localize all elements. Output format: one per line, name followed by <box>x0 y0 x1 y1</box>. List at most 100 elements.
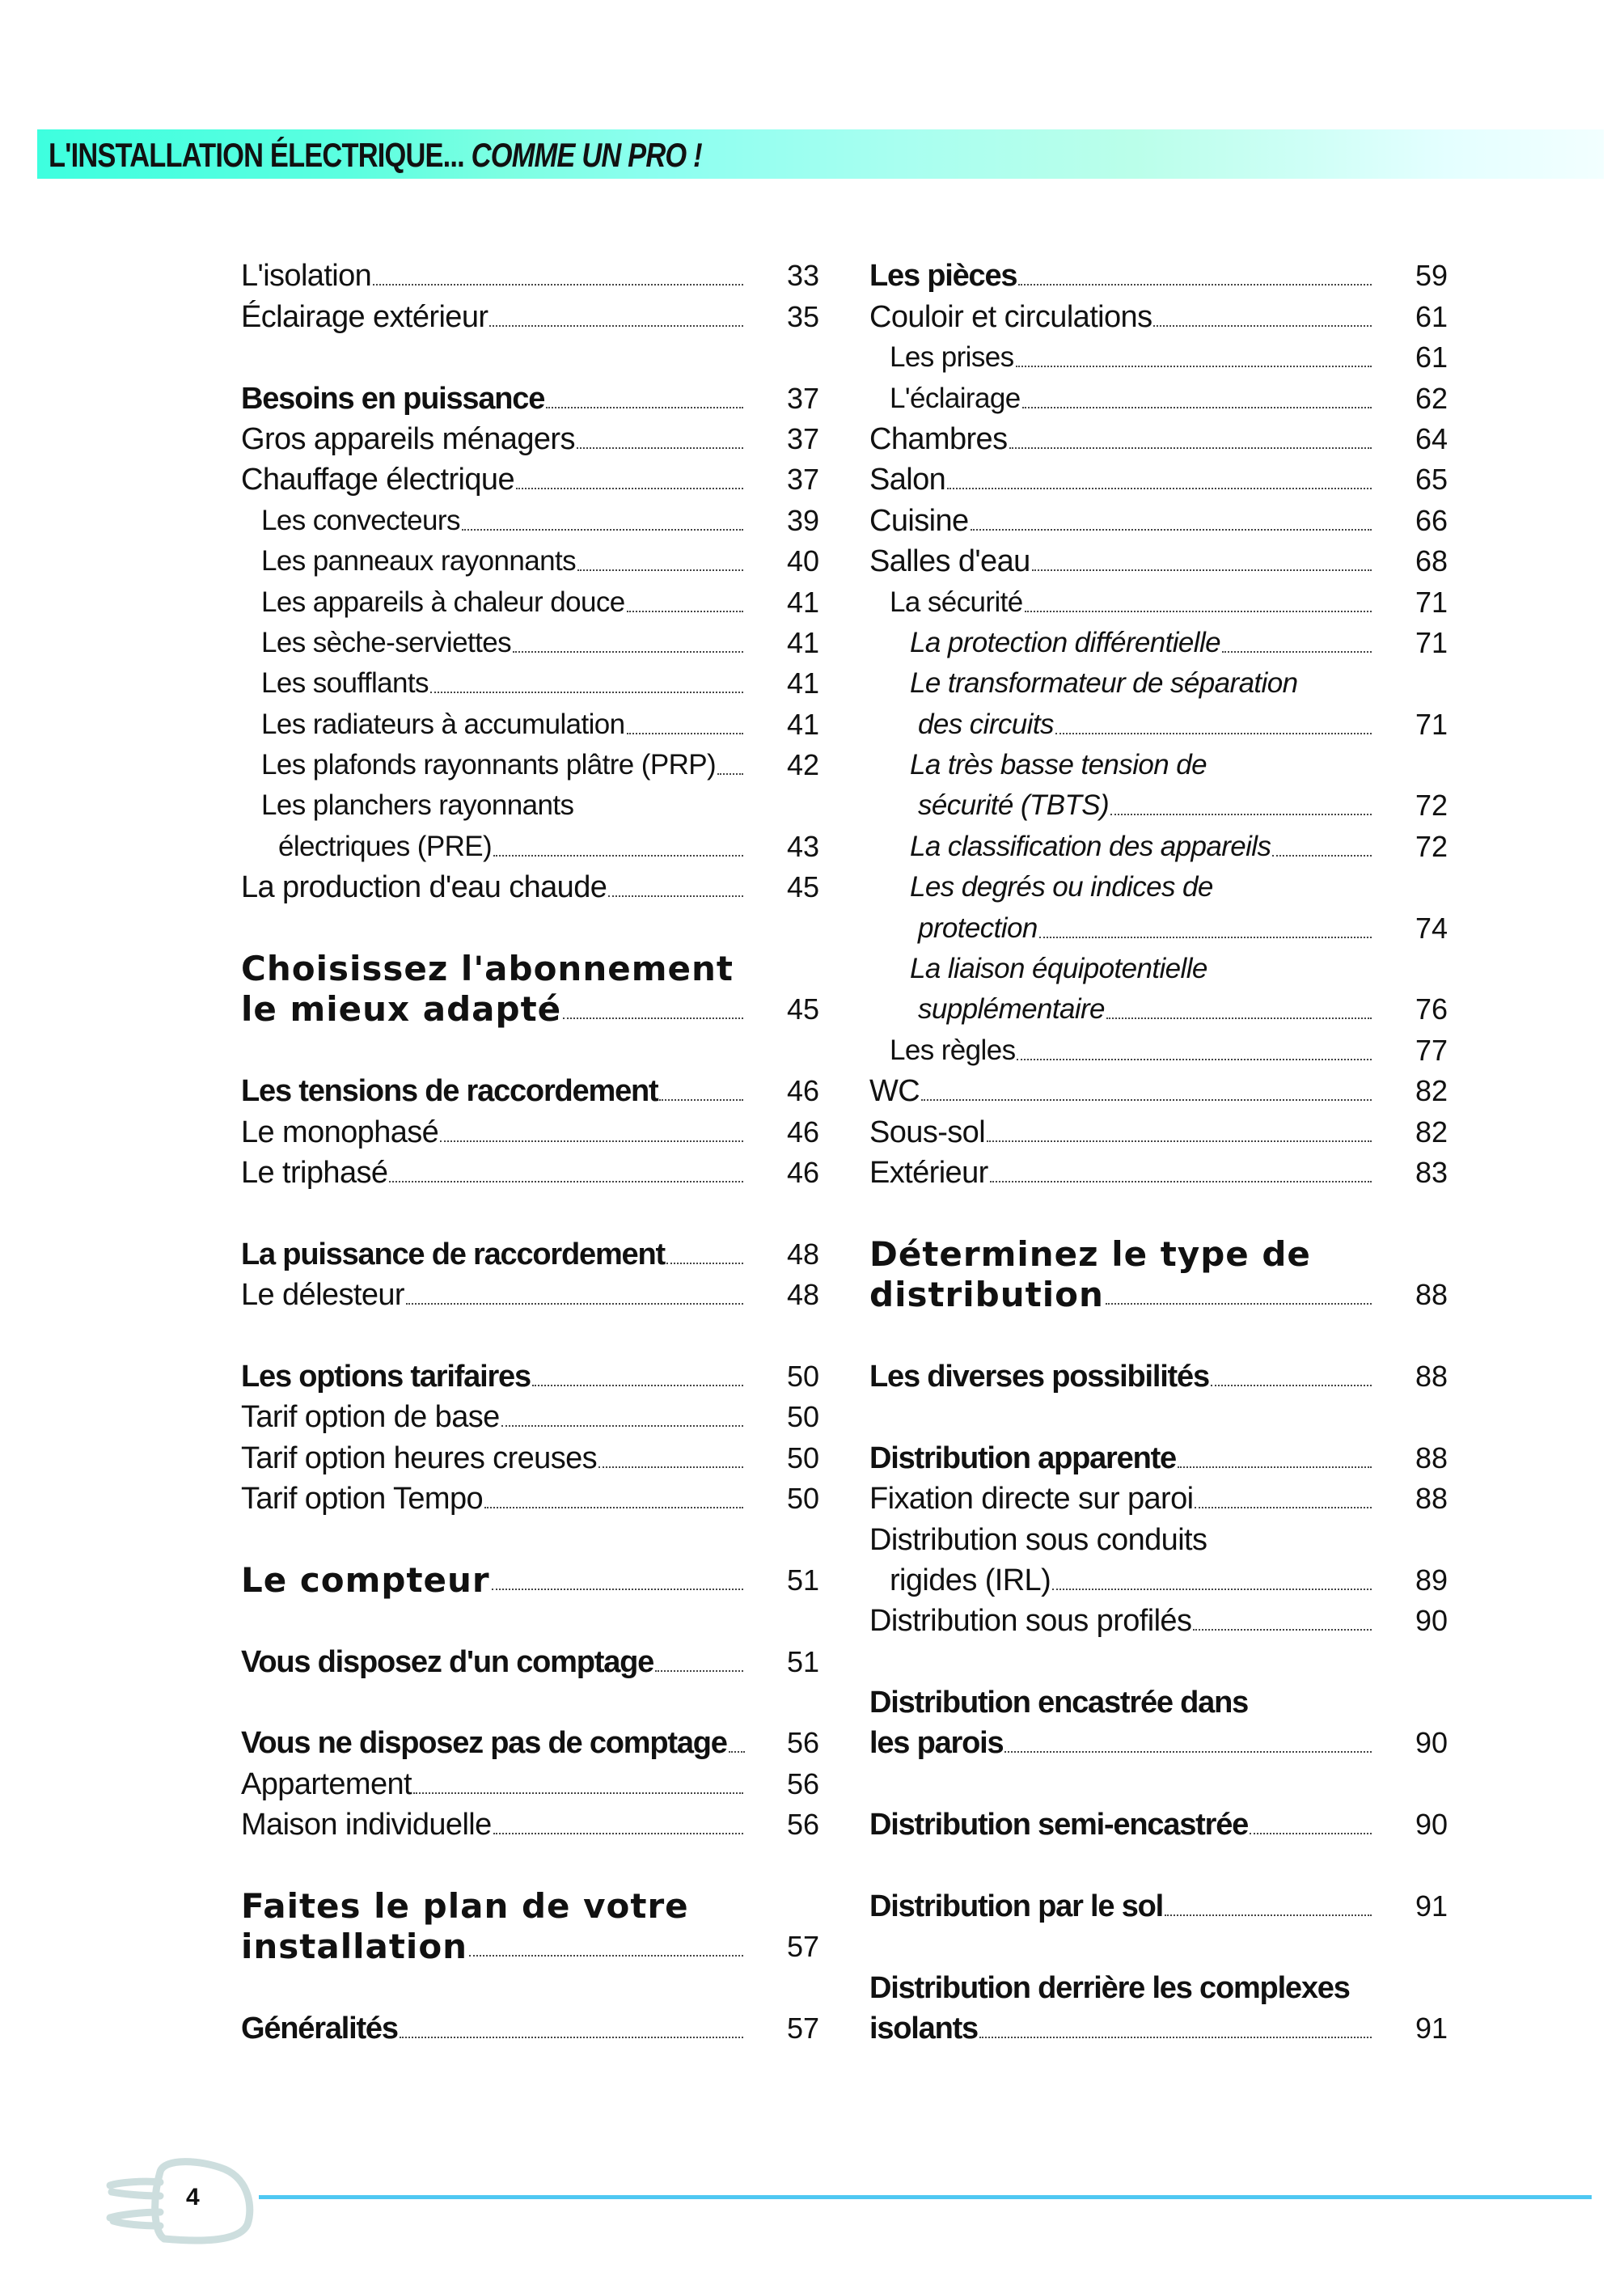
toc-entry-line: Les règles 77 <box>869 1029 1448 1069</box>
toc-entry[interactable]: La classification des appareils 72 <box>869 825 1448 865</box>
toc-entry[interactable]: Les soufflants 41 <box>241 662 819 703</box>
toc-entry[interactable]: Sous-sol 82 <box>869 1111 1448 1151</box>
toc-entry[interactable]: Les règles 77 <box>869 1029 1448 1069</box>
toc-page-number: 50 <box>786 1400 819 1434</box>
toc-entry-title: Gros appareils ménagers <box>241 421 575 456</box>
toc-entry[interactable]: La production d'eau chaude 45 <box>241 866 819 907</box>
toc-entry[interactable]: Chambres 64 <box>869 418 1448 459</box>
toc-entry[interactable]: Distribution par le sol 91 <box>869 1885 1448 1926</box>
toc-entry[interactable]: Les sèche-serviettes 41 <box>241 622 819 662</box>
toc-page-number: 48 <box>786 1278 819 1312</box>
toc-page-number: 90 <box>1415 1726 1448 1760</box>
toc-entry-title: La liaison équipotentielle <box>910 953 1207 985</box>
toc-entry-line: Éclairage extérieur 35 <box>241 295 819 336</box>
toc-entry-title: isolants <box>869 2012 979 2046</box>
toc-entry[interactable]: Le monophasé 46 <box>241 1111 819 1151</box>
toc-entry[interactable]: Gros appareils ménagers 37 <box>241 418 819 459</box>
toc-entry[interactable]: Faites le plan de votre installation 57 <box>241 1885 819 1967</box>
toc-page-number: 57 <box>786 2012 819 2046</box>
toc-entry[interactable]: Les panneaux rayonnants 40 <box>241 540 819 581</box>
toc-entry[interactable]: Fixation directe sur paroi 88 <box>869 1478 1448 1518</box>
toc-entry[interactable]: Salles d'eau 68 <box>869 540 1448 581</box>
toc-entry[interactable]: Appartement 56 <box>241 1762 819 1803</box>
toc-group: Distribution encastrée dans les parois 90 <box>869 1682 1448 1763</box>
toc-entry-title: Extérieur <box>869 1155 988 1190</box>
toc-entry-line: Tarif option heures creuses 50 <box>241 1436 819 1477</box>
toc-entry[interactable]: Les radiateurs à accumulation 41 <box>241 703 819 743</box>
toc-entry[interactable]: Salon 65 <box>869 459 1448 499</box>
toc-entry[interactable]: Distribution sous conduits rigides (IRL) 8… <box>869 1518 1448 1600</box>
toc-entry[interactable]: Les pièces 59 <box>869 255 1448 295</box>
toc-entry[interactable]: Les appareils à chaleur douce 41 <box>241 581 819 621</box>
toc-entry-line: Distribution encastrée dans <box>869 1682 1448 1722</box>
toc-group: Faites le plan de votre installation 57 <box>241 1885 819 1967</box>
toc-entry-title: Le triphasé <box>241 1155 388 1190</box>
toc-entry[interactable]: Couloir et circulations 61 <box>869 295 1448 336</box>
toc-entry[interactable]: Généralités 57 <box>241 2007 819 2048</box>
toc-entry[interactable]: Vous ne disposez pas de comptage 56 <box>241 1722 819 1762</box>
toc-entry[interactable]: Le délesteur 48 <box>241 1274 819 1314</box>
toc-group: Distribution apparente 88 Fixation directe… <box>869 1436 1448 1640</box>
toc-entry[interactable]: WC 82 <box>869 1070 1448 1111</box>
toc-entry[interactable]: Les convecteurs 39 <box>241 499 819 539</box>
toc-entry[interactable]: La sécurité 71 <box>869 581 1448 621</box>
toc-group: Distribution par le sol 91 <box>869 1885 1448 1926</box>
toc-entry-line: Appartement 56 <box>241 1762 819 1803</box>
toc-entry[interactable]: Éclairage extérieur 35 <box>241 295 819 336</box>
toc-entry[interactable]: La très basse tension de sécurité (TBTS) 7… <box>869 744 1448 826</box>
toc-entry-line: Les degrés ou indices de <box>869 866 1448 907</box>
toc-page-number: 46 <box>786 1155 819 1189</box>
toc-entry[interactable]: Distribution semi-encastrée 90 <box>869 1804 1448 1844</box>
toc-entry[interactable]: Les diverses possibilités 88 <box>869 1356 1448 1396</box>
toc-entry[interactable]: Le compteur 51 <box>241 1559 819 1600</box>
toc-entry[interactable]: Tarif option Tempo 50 <box>241 1478 819 1518</box>
dot-leader <box>493 1833 743 1835</box>
toc-page-number: 50 <box>786 1441 819 1474</box>
toc-group: Distribution derrière les complexes isola… <box>869 1966 1448 2048</box>
toc-entry[interactable]: Déterminez le type de distribution 88 <box>869 1233 1448 1314</box>
toc-entry[interactable]: Distribution encastrée dans les parois 90 <box>869 1682 1448 1763</box>
toc-entry[interactable]: Tarif option heures creuses 50 <box>241 1436 819 1477</box>
toc-entry[interactable]: Le triphasé 46 <box>241 1152 819 1192</box>
toc-column-left: L'isolation 33 Éclairage extérieur 35 Besoin… <box>241 255 819 2089</box>
toc-entry[interactable]: Cuisine 66 <box>869 499 1448 539</box>
toc-entry[interactable]: Distribution apparente 88 <box>869 1436 1448 1477</box>
toc-entry-line: Généralités 57 <box>241 2007 819 2048</box>
toc-entry-line: Les pièces 59 <box>869 255 1448 295</box>
toc-entry-title: Le délesteur <box>241 1278 405 1313</box>
toc-entry[interactable]: Vous disposez d'un comptage 51 <box>241 1640 819 1681</box>
toc-entry[interactable]: Les tensions de raccordement 46 <box>241 1070 819 1111</box>
toc-entry[interactable]: La liaison équipotentielle supplémentaire… <box>869 948 1448 1030</box>
toc-entry[interactable]: Distribution sous profilés 90 <box>869 1600 1448 1640</box>
toc-entry[interactable]: L'éclairage 62 <box>869 377 1448 417</box>
dot-leader <box>1106 1017 1372 1020</box>
toc-entry-title: Le compteur <box>241 1559 490 1600</box>
toc-entry[interactable]: Tarif option de base 50 <box>241 1396 819 1436</box>
toc-entry[interactable]: Les options tarifaires 50 <box>241 1356 819 1396</box>
toc-entry-title: électriques (PRE) <box>278 830 493 862</box>
toc-entry[interactable]: Les planchers rayonnants électriques (PRE… <box>241 785 819 866</box>
toc-entry[interactable]: Le transformateur de séparation des circu… <box>869 662 1448 744</box>
toc-entry[interactable]: La protection différentielle 71 <box>869 622 1448 662</box>
toc-entry[interactable]: Les degrés ou indices de protection 74 <box>869 866 1448 948</box>
toc-entry[interactable]: Distribution derrière les complexes isola… <box>869 1966 1448 2048</box>
toc-entry[interactable]: Besoins en puissance 37 <box>241 377 819 417</box>
toc-group: La puissance de raccordement 48 Le déleste… <box>241 1233 819 1314</box>
toc-page-number: 74 <box>1415 911 1448 945</box>
toc-entry[interactable]: Choisissez l'abonnement le mieux adapté 45 <box>241 948 819 1030</box>
toc-entry-line: Distribution par le sol 91 <box>869 1885 1448 1926</box>
toc-entry[interactable]: Maison individuelle 56 <box>241 1804 819 1844</box>
toc-entry[interactable]: Chauffage électrique 37 <box>241 459 819 499</box>
toc-entry-line: distribution 88 <box>869 1274 1448 1314</box>
toc-entry-line: Les planchers rayonnants <box>241 785 819 825</box>
toc-entry[interactable]: Extérieur 83 <box>869 1152 1448 1192</box>
toc-entry-title: La puissance de raccordement <box>241 1237 666 1271</box>
dot-leader <box>1021 406 1372 408</box>
toc-entry-title: Généralités <box>241 2012 399 2046</box>
toc-entry[interactable]: Les plafonds rayonnants plâtre (PRP) 42 <box>241 744 819 785</box>
toc-entry[interactable]: Les prises 61 <box>869 336 1448 377</box>
toc-entry[interactable]: La puissance de raccordement 48 <box>241 1233 819 1273</box>
toc-page-number: 90 <box>1415 1808 1448 1842</box>
toc-page-number: 72 <box>1415 829 1448 863</box>
toc-entry[interactable]: L'isolation 33 <box>241 255 819 295</box>
